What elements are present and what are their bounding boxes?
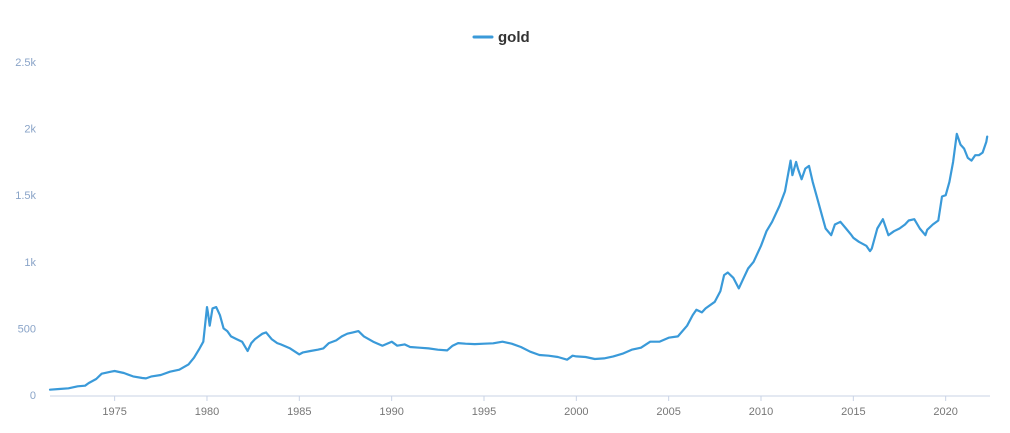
y-tick-label: 1.5k xyxy=(15,190,36,202)
x-tick-label: 1995 xyxy=(472,406,496,418)
x-tick-label: 1990 xyxy=(379,406,403,418)
legend[interactable]: gold xyxy=(472,29,530,46)
y-tick-label: 500 xyxy=(18,323,36,335)
x-tick-label: 2005 xyxy=(656,406,680,418)
y-axis: 0 500 1k 1.5k 2k 2.5k xyxy=(15,57,36,402)
y-tick-label: 1k xyxy=(24,257,36,269)
plot-area xyxy=(48,132,989,391)
x-tick-label: 2015 xyxy=(841,406,865,418)
x-tick-label: 1985 xyxy=(287,406,311,418)
x-tick-label: 1975 xyxy=(102,406,126,418)
y-tick-label: 2.5k xyxy=(15,57,36,69)
x-tick-label: 2020 xyxy=(933,406,957,418)
y-tick-label: 2k xyxy=(24,124,36,136)
x-tick-label: 2000 xyxy=(564,406,588,418)
legend-label: gold xyxy=(498,29,530,46)
x-tick-label: 2010 xyxy=(749,406,773,418)
x-axis: 1975 1980 1985 1990 1995 2000 2005 2010 2015 2020 xyxy=(50,395,990,418)
x-tick-label: 1980 xyxy=(195,406,219,418)
y-tick-label: 0 xyxy=(30,390,36,402)
series-line-gold[interactable] xyxy=(48,132,989,391)
